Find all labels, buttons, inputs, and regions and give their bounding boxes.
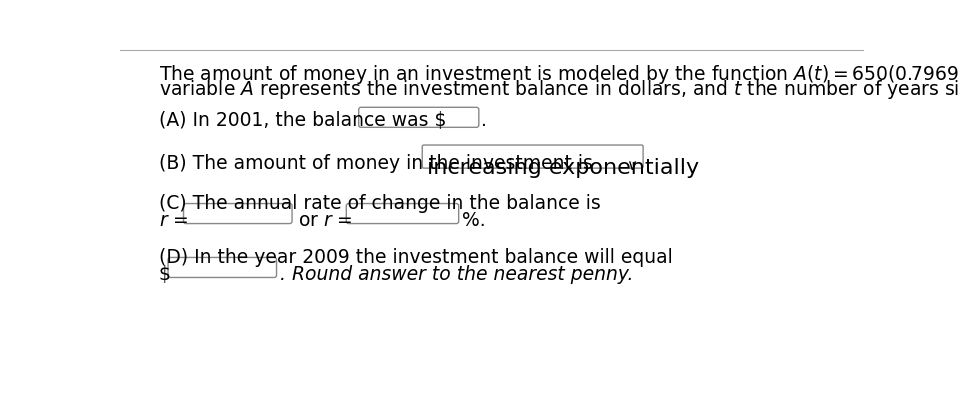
Text: .: . <box>481 111 487 130</box>
FancyBboxPatch shape <box>183 204 292 224</box>
Text: . Round answer to the nearest penny.: . Round answer to the nearest penny. <box>279 264 634 283</box>
Text: (C) The annual rate of change in the balance is: (C) The annual rate of change in the bal… <box>158 193 601 212</box>
Text: or $r$ =: or $r$ = <box>299 210 353 229</box>
Text: (A) In 2001, the balance was $: (A) In 2001, the balance was $ <box>158 111 446 130</box>
Text: ∨: ∨ <box>626 157 637 172</box>
FancyBboxPatch shape <box>422 146 643 169</box>
Text: $: $ <box>158 264 171 283</box>
Text: variable $A$ represents the investment balance in dollars, and $t$ the number of: variable $A$ represents the investment b… <box>158 78 960 101</box>
FancyBboxPatch shape <box>359 108 479 128</box>
FancyBboxPatch shape <box>168 258 276 278</box>
Text: (D) In the year 2009 the investment balance will equal: (D) In the year 2009 the investment bala… <box>158 247 673 266</box>
Text: (B) The amount of money in the investment is: (B) The amount of money in the investmen… <box>158 153 592 172</box>
Text: $r$ =: $r$ = <box>158 210 188 229</box>
FancyBboxPatch shape <box>347 204 459 224</box>
Text: %.: %. <box>462 210 486 229</box>
Text: increasing exponentially: increasing exponentially <box>427 157 699 177</box>
Text: The amount of money in an investment is modeled by the function $A(t) = 650(0.79: The amount of money in an investment is … <box>158 61 960 87</box>
